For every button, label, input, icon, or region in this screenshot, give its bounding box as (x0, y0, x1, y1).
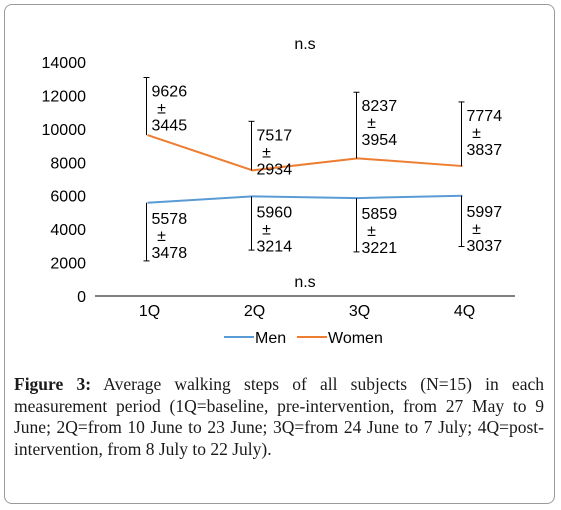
legend-label-men: Men (255, 330, 286, 347)
x-tick-label: 1Q (139, 303, 160, 320)
mean-label: 8237 (362, 98, 398, 115)
sd-label: 3478 (152, 245, 188, 262)
y-tick-label: 14000 (42, 55, 87, 72)
figure-frame (4, 4, 555, 504)
series-line-women (147, 134, 463, 172)
pm-symbol: ± (472, 125, 481, 142)
x-tick-label: 3Q (349, 303, 370, 320)
significance-annotation-bottom: n.s (294, 274, 315, 291)
pm-symbol: ± (367, 115, 376, 132)
figure-caption: Figure 3: Average walking steps of all s… (14, 374, 544, 460)
sd-label: 2934 (257, 161, 293, 178)
pm-symbol: ± (367, 223, 376, 240)
mean-label: 5997 (467, 204, 503, 221)
y-tick-label: 6000 (50, 189, 86, 206)
mean-label: 9626 (152, 84, 188, 101)
mean-label: 5859 (362, 206, 398, 223)
series-line-men (147, 194, 463, 204)
sd-label: 3037 (467, 238, 503, 255)
y-tick-label: 2000 (50, 256, 86, 273)
pm-symbol: ± (157, 228, 166, 245)
y-tick-label: 8000 (50, 155, 86, 172)
sd-label: 3954 (362, 132, 398, 149)
caption-text: Average walking steps of all subjects (N… (14, 374, 544, 459)
sd-label: 3837 (467, 142, 503, 159)
mean-label: 5960 (257, 204, 293, 221)
pm-symbol: ± (472, 221, 481, 238)
pm-symbol: ± (262, 144, 271, 161)
mean-label: 7774 (467, 108, 503, 125)
mean-label: 7517 (257, 127, 293, 144)
y-tick-label: 10000 (42, 122, 87, 139)
significance-annotation-top: n.s (294, 36, 315, 53)
x-tick-label: 2Q (244, 303, 265, 320)
sd-label: 3214 (257, 238, 293, 255)
pm-symbol: ± (262, 221, 271, 238)
y-tick-label: 0 (77, 289, 86, 306)
y-tick-label: 12000 (42, 88, 87, 105)
x-tick-label: 4Q (454, 303, 475, 320)
line-chart: 0 2000 4000 6000 8000 10000 12000 14000 1Q 2Q 3Q 4Q… (42, 36, 515, 347)
y-tick-label: 4000 (50, 222, 86, 239)
sd-label: 3221 (362, 240, 398, 257)
pm-symbol: ± (157, 101, 166, 118)
sd-label: 3445 (152, 118, 188, 135)
mean-label: 5578 (152, 211, 188, 228)
caption-label: Figure 3: (14, 374, 92, 394)
legend-label-women: Women (328, 330, 383, 347)
